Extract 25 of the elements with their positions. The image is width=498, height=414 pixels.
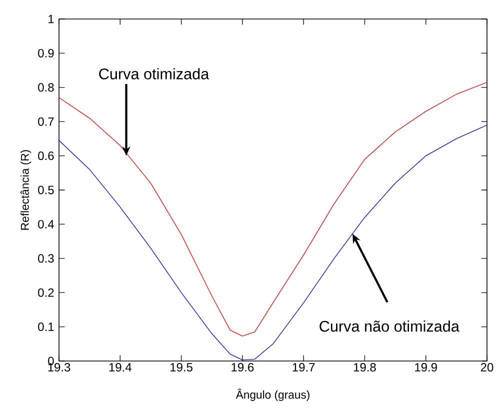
y-tick-label: 0.1	[38, 322, 54, 332]
y-axis-title: Reflectância (R)	[20, 150, 32, 230]
y-tick-label: 0	[48, 356, 54, 366]
y-tick-label: 0.3	[38, 254, 54, 263]
x-tick-label: 20	[480, 363, 494, 372]
y-tick-label: 0.5	[38, 186, 54, 194]
line-series	[59, 82, 487, 336]
x-tick-label: 19.9	[415, 363, 437, 372]
y-tick-label: 0.8	[38, 83, 54, 92]
y-tick-label: 0.4	[38, 220, 54, 228]
x-tick-label: 19.3	[48, 363, 70, 372]
line-series	[59, 124, 487, 360]
x-axis-title: Ângulo (graus)	[236, 388, 310, 401]
x-tick-label: 19.8	[354, 363, 376, 372]
annotation: Curva otimizada	[99, 68, 210, 80]
y-tick-label: 0.7	[38, 117, 54, 126]
x-tick-label: 19.7	[292, 363, 315, 372]
y-tick-label: 1	[48, 14, 54, 24]
y-tick-label: 0.6	[38, 152, 54, 160]
x-tick-label: 19.4	[109, 363, 132, 372]
y-tick-label: 0.9	[38, 48, 54, 58]
x-tick-label: 19.5	[170, 363, 192, 372]
x-tick-label: 19.6	[232, 363, 254, 372]
annotation: Curva não otimizada	[320, 320, 460, 332]
y-tick-label: 0.2	[38, 288, 54, 297]
